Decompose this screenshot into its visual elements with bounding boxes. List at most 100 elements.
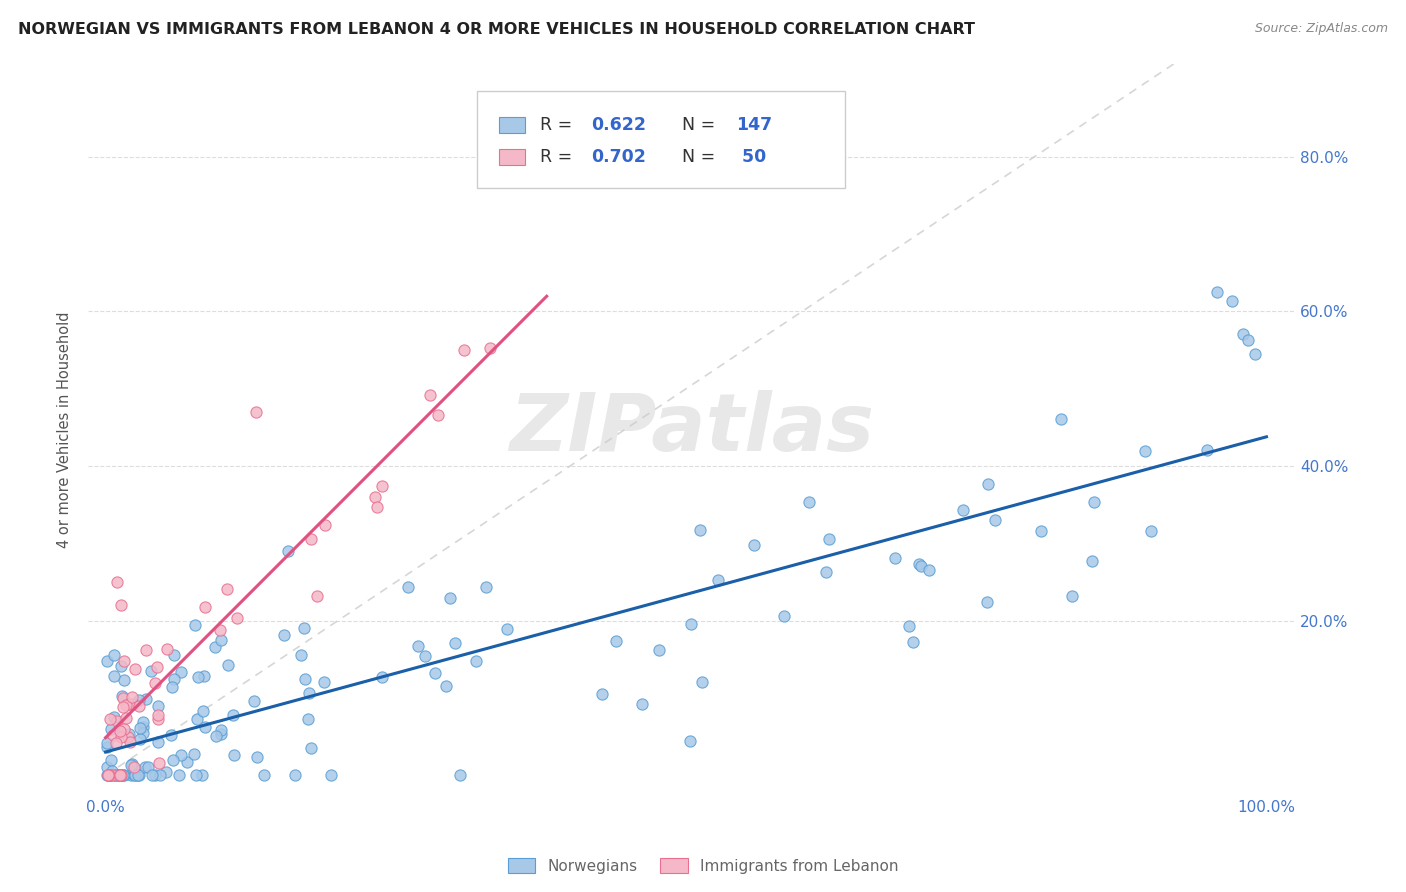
Point: [1206, 285, 1229, 299]
Point: [194, 720, 217, 734]
Point: [128, 721, 150, 735]
Point: [118, 727, 141, 741]
Point: [817, 532, 839, 546]
Point: [112, 767, 135, 781]
Text: Source: ZipAtlas.com: Source: ZipAtlas.com: [1254, 22, 1388, 36]
Point: [132, 720, 155, 734]
Point: [132, 726, 155, 740]
Point: [128, 767, 150, 781]
Bar: [499, 117, 526, 133]
Point: [96, 760, 118, 774]
Point: [112, 722, 135, 736]
Y-axis label: 4 or more Vehicles in Household: 4 or more Vehicles in Household: [58, 311, 72, 548]
Point: [605, 633, 627, 648]
Point: [186, 712, 208, 726]
Point: [110, 598, 132, 612]
FancyBboxPatch shape: [477, 91, 845, 188]
Point: [141, 767, 163, 781]
Point: [128, 698, 150, 713]
Point: [1236, 333, 1258, 347]
Point: [434, 679, 457, 693]
Point: [908, 557, 931, 571]
Point: [148, 699, 170, 714]
Text: 0.622: 0.622: [592, 116, 647, 134]
Point: [884, 550, 907, 565]
Point: [146, 660, 169, 674]
Point: [183, 618, 205, 632]
Point: [449, 767, 471, 781]
Point: [419, 387, 441, 401]
Point: [689, 523, 711, 537]
Point: [135, 692, 157, 706]
Point: [98, 767, 121, 781]
Text: R =: R =: [540, 148, 578, 166]
Point: [426, 409, 449, 423]
Point: [143, 767, 166, 781]
Point: [148, 735, 170, 749]
Text: N =: N =: [682, 148, 721, 166]
Point: [104, 736, 127, 750]
Point: [648, 643, 671, 657]
Point: [679, 617, 702, 632]
Point: [124, 767, 146, 781]
Point: [167, 767, 190, 781]
Point: [125, 763, 148, 777]
Text: 147: 147: [737, 116, 773, 134]
Point: [474, 580, 496, 594]
Point: [910, 559, 932, 574]
Point: [406, 639, 429, 653]
Point: [97, 767, 120, 781]
Point: [630, 698, 652, 712]
Point: [115, 711, 138, 725]
Point: [117, 697, 139, 711]
Text: N =: N =: [682, 116, 721, 134]
Point: [148, 767, 170, 781]
Point: [127, 767, 149, 781]
Point: [122, 760, 145, 774]
Point: [439, 591, 461, 606]
Point: [243, 694, 266, 708]
Point: [104, 767, 127, 781]
Point: [1232, 326, 1254, 341]
Point: [129, 731, 152, 746]
Point: [112, 654, 135, 668]
Point: [97, 767, 120, 781]
Point: [298, 686, 321, 700]
Point: [176, 755, 198, 769]
Point: [111, 700, 134, 714]
Point: [100, 712, 122, 726]
Point: [305, 589, 328, 603]
Point: [1060, 589, 1083, 603]
Point: [191, 704, 214, 718]
Point: [217, 658, 239, 673]
Point: [103, 767, 125, 781]
Point: [162, 753, 184, 767]
Point: [101, 764, 124, 778]
Point: [253, 767, 276, 781]
Point: [104, 767, 127, 781]
Point: [191, 767, 214, 781]
Point: [453, 343, 475, 357]
Point: [321, 767, 343, 781]
Point: [105, 714, 128, 729]
Point: [1222, 293, 1244, 308]
Point: [103, 668, 125, 682]
Text: R =: R =: [540, 116, 578, 134]
Point: [1083, 494, 1105, 508]
Point: [245, 405, 267, 419]
Point: [224, 747, 246, 762]
Point: [1050, 412, 1073, 426]
Point: [299, 533, 322, 547]
Point: [366, 500, 388, 514]
Point: [103, 710, 125, 724]
Point: [398, 581, 420, 595]
Point: [1081, 554, 1104, 568]
Point: [110, 730, 132, 744]
Point: [742, 538, 765, 552]
Point: [120, 767, 142, 781]
Point: [121, 757, 143, 772]
Text: 50: 50: [737, 148, 766, 166]
Point: [465, 654, 488, 668]
Point: [134, 760, 156, 774]
Point: [156, 642, 179, 657]
